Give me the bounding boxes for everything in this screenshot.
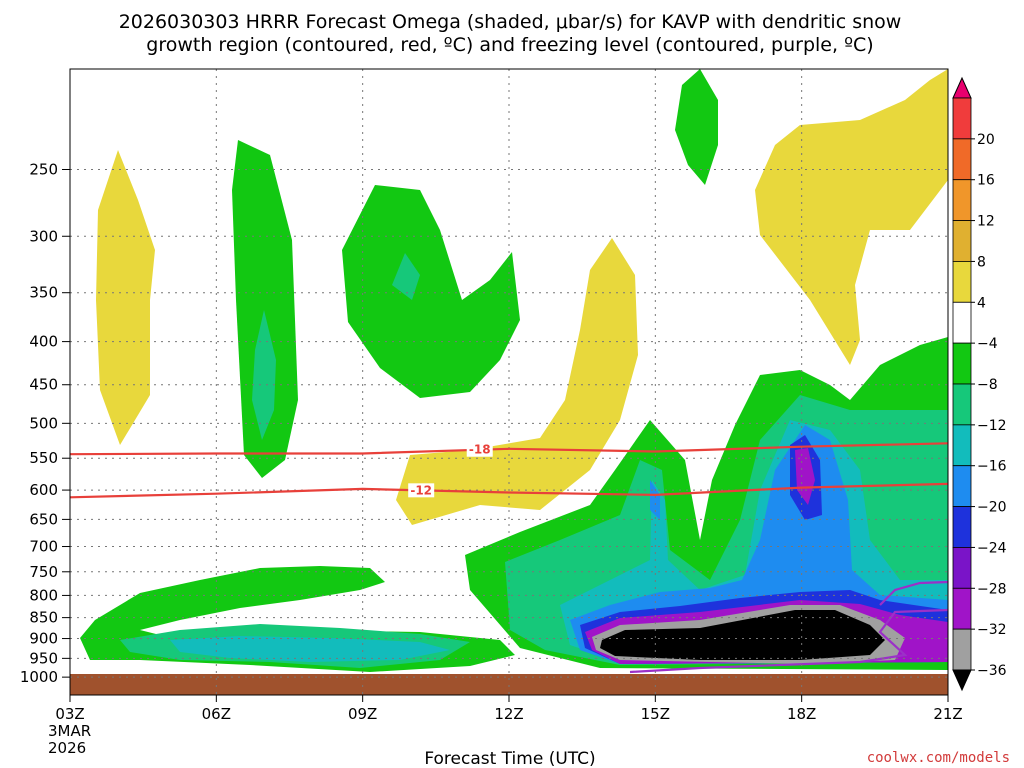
colorbar-bin bbox=[952, 179, 972, 221]
pressure-axis: 250 300 350 400 450 500 550 600 650 700 750 800 850 9… bbox=[20, 160, 70, 686]
chart-title-line-2: growth region (contoured, red, ºC) and f… bbox=[146, 34, 873, 56]
y-tick-label: 750 bbox=[29, 563, 58, 581]
omega-region-positive-3 bbox=[755, 69, 948, 365]
x-tick-label: 09Z bbox=[348, 705, 377, 723]
omega-region-positive-1 bbox=[96, 150, 155, 445]
colorbar-bin bbox=[952, 342, 972, 385]
colorbar-label: −36 bbox=[977, 663, 1007, 679]
dendritic-growth-contours: -18 -12 bbox=[69, 442, 949, 499]
colorbar-label: −16 bbox=[977, 459, 1007, 475]
omega-colorbar: 20 16 12 8 4 −4 −8 −12 −16 −20 −24 −28 −32 −36 bbox=[952, 76, 1007, 692]
omega-region-teal-2 bbox=[392, 253, 420, 300]
colorbar-bin bbox=[952, 547, 972, 589]
colorbar-label: −8 bbox=[977, 377, 998, 393]
omega-shading bbox=[70, 69, 948, 695]
plot-area: -18 -12 bbox=[69, 68, 949, 696]
x-tick-label: 15Z bbox=[641, 705, 670, 723]
colorbar-label: 20 bbox=[977, 132, 995, 148]
x-tick-label: 12Z bbox=[494, 705, 523, 723]
y-tick-label: 800 bbox=[29, 586, 58, 604]
y-tick-label: 550 bbox=[29, 449, 58, 467]
x-tick-label: 03Z bbox=[55, 705, 84, 723]
contour-label: -18 bbox=[469, 443, 491, 457]
omega-region-teal-1 bbox=[252, 310, 276, 440]
contour-label-background bbox=[466, 442, 493, 457]
colorbar-bottom-triangle bbox=[952, 669, 972, 692]
x-tick-label: 21Z bbox=[933, 705, 962, 723]
x-tick-label: 18Z bbox=[787, 705, 816, 723]
colorbar-bin bbox=[952, 506, 972, 548]
chart-title-line-1: 2026030303 HRRR Forecast Omega (shaded, … bbox=[119, 11, 902, 33]
dgz-contour-line bbox=[69, 482, 949, 499]
date-label-line-1: 3MAR bbox=[48, 722, 91, 740]
y-tick-label: 400 bbox=[29, 333, 58, 351]
omega-region-cyan-2 bbox=[170, 636, 450, 662]
omega-region-black bbox=[600, 610, 885, 660]
colorbar-label: 4 bbox=[977, 295, 986, 311]
colorbar-bin bbox=[952, 220, 972, 262]
colorbar-bin bbox=[952, 97, 972, 140]
colorbar-label: −12 bbox=[977, 418, 1007, 434]
ground-below-surface bbox=[70, 674, 948, 695]
colorbar-top-triangle bbox=[952, 76, 972, 99]
y-tick-label: 500 bbox=[29, 414, 58, 432]
credit-text: coolwx.com/models bbox=[867, 750, 1010, 766]
colorbar-label: 16 bbox=[977, 173, 995, 189]
colorbar-bin bbox=[952, 465, 972, 507]
omega-region-green-upper-3 bbox=[675, 69, 718, 185]
colorbar-label: −24 bbox=[977, 540, 1007, 556]
colorbar-bin bbox=[952, 383, 972, 426]
colorbar-label: −20 bbox=[977, 500, 1007, 516]
time-axis: 03Z 06Z 09Z 12Z 15Z 18Z 21Z bbox=[55, 695, 963, 723]
y-tick-label: 450 bbox=[29, 376, 58, 394]
contour-label: -12 bbox=[410, 483, 432, 497]
x-tick-label: 06Z bbox=[202, 705, 231, 723]
colorbar-bin bbox=[952, 138, 972, 181]
y-tick-label: 1000 bbox=[20, 668, 58, 686]
y-tick-label: 350 bbox=[29, 284, 58, 302]
date-label-line-2: 2026 bbox=[48, 739, 86, 757]
y-tick-label: 700 bbox=[29, 538, 58, 556]
contour-label-background bbox=[408, 483, 435, 498]
colorbar-bin bbox=[952, 587, 972, 630]
colorbar-label: −4 bbox=[977, 336, 998, 352]
colorbar-label: −28 bbox=[977, 581, 1007, 597]
colorbar-bin bbox=[952, 261, 972, 303]
colorbar-label: 8 bbox=[977, 254, 986, 270]
omega-region-green-upper-2 bbox=[342, 185, 520, 398]
x-axis-label: Forecast Time (UTC) bbox=[424, 749, 595, 768]
omega-region-green-upper-1 bbox=[232, 140, 298, 478]
y-tick-label: 950 bbox=[29, 649, 58, 667]
y-tick-label: 650 bbox=[29, 510, 58, 528]
colorbar-bin bbox=[952, 628, 972, 671]
y-tick-label: 300 bbox=[29, 227, 58, 245]
y-tick-label: 250 bbox=[29, 160, 58, 178]
omega-region-positive-2 bbox=[396, 238, 638, 525]
colorbar-label: −32 bbox=[977, 622, 1007, 638]
colorbar-bin bbox=[952, 301, 972, 344]
colorbar-label: 12 bbox=[977, 214, 995, 230]
y-tick-label: 600 bbox=[29, 481, 58, 499]
y-tick-label: 850 bbox=[29, 609, 58, 627]
y-tick-label: 900 bbox=[29, 630, 58, 648]
dgz-contour-line bbox=[69, 442, 949, 456]
omega-region-purple-2 bbox=[795, 448, 815, 505]
colorbar-bin bbox=[952, 424, 972, 467]
